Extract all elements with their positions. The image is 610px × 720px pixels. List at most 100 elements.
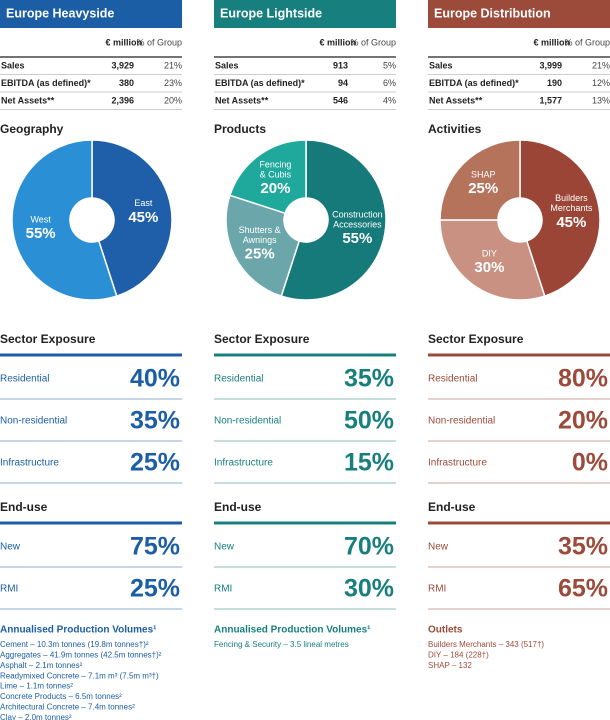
slice-label: Fencing xyxy=(259,159,291,169)
table-value: 1,577 xyxy=(539,95,562,105)
slice-value: 20% xyxy=(260,180,290,197)
table-row-label: EBITDA (as defined)* xyxy=(1,78,91,88)
row-label: Residential xyxy=(428,374,477,385)
row-value: 70% xyxy=(344,533,394,561)
row-value: 35% xyxy=(558,533,608,561)
table-row-label: Sales xyxy=(1,60,25,70)
table-pct: 20% xyxy=(164,95,182,105)
table-value: 3,929 xyxy=(111,60,134,70)
row-label: Infrastructure xyxy=(214,458,273,469)
section-title: End-use xyxy=(428,500,476,514)
slice-value: 55% xyxy=(26,225,56,242)
slice-label: Builders xyxy=(555,193,588,203)
slice-value: 55% xyxy=(342,230,372,247)
section-title: Geography xyxy=(0,122,64,136)
header-bar xyxy=(0,0,182,28)
table-value: 2,396 xyxy=(111,95,134,105)
table-pct: 6% xyxy=(383,78,396,88)
slice-label: Shutters & xyxy=(239,225,281,235)
section-title: Activities xyxy=(428,122,482,136)
row-label: Non-residential xyxy=(428,416,495,427)
pie-hole xyxy=(498,198,542,242)
row-value: 25% xyxy=(130,575,180,603)
section-title: Sector Exposure xyxy=(428,332,524,346)
row-value: 30% xyxy=(344,575,394,603)
slice-label: West xyxy=(30,215,51,225)
table-col-header: € million xyxy=(533,37,570,47)
table-col-header: % of Group xyxy=(136,37,182,47)
row-value: 65% xyxy=(558,575,608,603)
section-title: End-use xyxy=(214,500,262,514)
row-value: 35% xyxy=(130,407,180,435)
slice-label: Accessories xyxy=(333,220,382,230)
table-row-label: Sales xyxy=(215,60,239,70)
table-row-label: Sales xyxy=(429,60,453,70)
table-value: 380 xyxy=(119,78,134,88)
slice-value: 45% xyxy=(556,214,586,231)
table-pct: 23% xyxy=(164,78,182,88)
section-title: Sector Exposure xyxy=(0,332,96,346)
table-pct: 13% xyxy=(592,95,610,105)
row-label: New xyxy=(428,542,449,553)
footer-title: Outlets xyxy=(428,625,463,636)
table-row-label: Net Assets** xyxy=(429,95,483,105)
slice-value: 25% xyxy=(468,180,498,197)
section-title: Products xyxy=(214,122,266,136)
footer-item: Clay – 2.0m tonnes² xyxy=(0,713,72,720)
section-title: End-use xyxy=(0,500,48,514)
footer-item: DIY – 184 (228†) xyxy=(428,651,489,660)
row-value: 15% xyxy=(344,449,394,477)
table-value: 913 xyxy=(333,60,348,70)
footer-title: Annualised Production Volumes¹ xyxy=(214,625,371,636)
slice-label: East xyxy=(134,198,153,208)
row-label: RMI xyxy=(428,584,446,595)
row-label: Residential xyxy=(0,374,49,385)
row-label: Non-residential xyxy=(214,416,281,427)
table-row-label: Net Assets** xyxy=(1,95,55,105)
footer-item: SHAP – 132 xyxy=(428,661,472,670)
footer-item: Concrete Products – 6.5m tonnes² xyxy=(0,692,122,701)
row-value: 50% xyxy=(344,407,394,435)
row-label: New xyxy=(0,542,21,553)
table-pct: 12% xyxy=(592,78,610,88)
footer-item: Asphalt – 2.1m tonnes² xyxy=(0,661,83,670)
row-value: 35% xyxy=(344,365,394,393)
row-label: Infrastructure xyxy=(428,458,487,469)
row-label: Infrastructure xyxy=(0,458,59,469)
table-col-header: % of Group xyxy=(350,37,396,47)
slice-label: Awnings xyxy=(243,235,277,245)
slice-label: & Cubis xyxy=(260,169,292,179)
footer-item: Architectural Concrete – 7.4m tonnes² xyxy=(0,703,135,712)
footer-item: Fencing & Security – 3.5 lineal metres xyxy=(214,640,349,649)
table-col-header: € million xyxy=(105,37,142,47)
table-value: 94 xyxy=(338,78,348,88)
section-title: Sector Exposure xyxy=(214,332,310,346)
table-value: 546 xyxy=(333,95,348,105)
pie-hole xyxy=(70,198,114,242)
row-label: New xyxy=(214,542,235,553)
row-value: 0% xyxy=(572,449,608,477)
slice-label: DIY xyxy=(482,248,497,258)
row-value: 75% xyxy=(130,533,180,561)
row-label: RMI xyxy=(0,584,18,595)
row-value: 20% xyxy=(558,407,608,435)
table-pct: 21% xyxy=(164,60,182,70)
slice-label: Merchants xyxy=(550,203,593,213)
row-value: 80% xyxy=(558,365,608,393)
footer-item: Builders Merchants – 343 (517†) xyxy=(428,640,544,649)
table-pct: 4% xyxy=(383,95,396,105)
table-col-header: € million xyxy=(319,37,356,47)
slice-value: 45% xyxy=(128,209,158,226)
footer-title: Annualised Production Volumes¹ xyxy=(0,625,157,636)
footer-item: Aggregates – 41.9m tonnes (42.5m tonnes†… xyxy=(0,651,162,660)
footer-item: Lime – 1.1m tonnes² xyxy=(0,682,73,691)
table-pct: 5% xyxy=(383,60,396,70)
header-title: Europe Heavyside xyxy=(6,6,114,20)
slice-label: SHAP xyxy=(471,170,496,180)
header-bar xyxy=(214,0,396,28)
row-label: Non-residential xyxy=(0,416,67,427)
row-value: 40% xyxy=(130,365,180,393)
table-row-label: EBITDA (as defined)* xyxy=(429,78,519,88)
